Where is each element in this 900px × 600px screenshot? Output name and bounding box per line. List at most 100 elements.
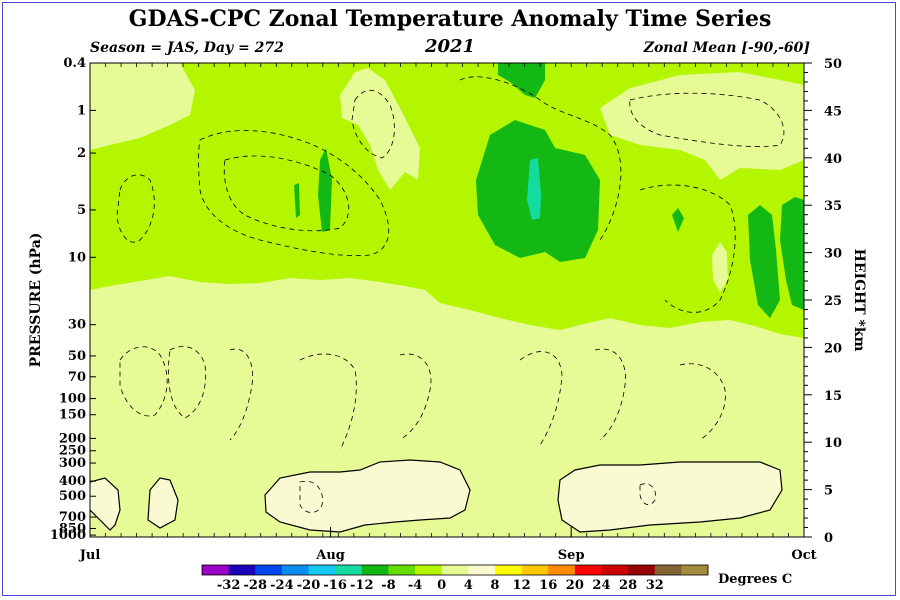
colorbar-tick-label: 24 [592, 578, 610, 593]
pressure-tick-label: 2 [77, 146, 86, 161]
fill-tropo-aug [265, 460, 470, 532]
fill-patch-sep-10 [712, 242, 728, 292]
dashed-contour [519, 351, 563, 446]
dashed-contour [399, 353, 432, 441]
colorbar-swatch [202, 565, 230, 575]
height-tick-label: 5 [824, 484, 833, 499]
colorbar-swatch [574, 565, 602, 575]
pressure-tick-label: 0.4 [63, 56, 86, 71]
time-tick-label: Oct [791, 548, 816, 563]
dashed-contour [229, 348, 253, 441]
colorbar-tick-label: -32 [217, 578, 241, 593]
fill-top-right-light [600, 72, 804, 180]
colorbar-swatch [468, 565, 496, 575]
height-tick-label: 35 [824, 199, 842, 214]
pressure-tick-label: 50 [68, 349, 86, 364]
colorbar-tick-label: 16 [539, 578, 557, 593]
colorbar-label: Degrees C [718, 572, 792, 587]
pressure-tick-label: 100 [59, 392, 86, 407]
dashed-contour [639, 483, 657, 505]
pressure-tick-label: 300 [59, 456, 86, 471]
colorbar-swatch [415, 565, 443, 575]
fill-core-midsep [672, 208, 684, 232]
colorbar-swatch [494, 565, 523, 575]
height-tick-label: 25 [824, 294, 842, 309]
height-tick-label: 40 [824, 152, 842, 167]
pressure-axis-title: PRESSURE (hPa) [28, 233, 44, 368]
colorbar-tick-label: 20 [566, 578, 584, 593]
height-tick-label: 15 [824, 389, 842, 404]
colorbar-swatch [681, 565, 709, 575]
colorbar-tick-label: 12 [513, 578, 531, 593]
colorbar-tick-label: -20 [297, 578, 321, 593]
height-tick-label: 45 [824, 104, 842, 119]
fill-core-sep-deep [527, 158, 541, 220]
colorbar-tick-label: -28 [244, 578, 268, 593]
dashed-contour [351, 90, 395, 159]
colorbar-tick-label: -8 [381, 578, 395, 593]
colorbar-swatch [654, 565, 682, 575]
dashed-contour [116, 174, 155, 243]
zero-contours [90, 459, 783, 533]
time-tick-label: Aug [315, 548, 345, 563]
colorbar-swatch [255, 565, 283, 575]
fill-tropo-jul-b [148, 478, 178, 528]
height-tick-label: 20 [824, 341, 842, 356]
chart-title: GDAS-CPC Zonal Temperature Anomaly Time … [128, 6, 772, 32]
subtitle-year: 2021 [424, 36, 476, 57]
fill-top-aug-light [340, 68, 420, 190]
colorbar-tick-label: -24 [270, 578, 294, 593]
colorbar-tick-label: 8 [490, 578, 499, 593]
time-tick-label: Sep [558, 548, 585, 563]
colorbar-tick-label: -12 [350, 578, 374, 593]
colorbar-tick-label: 28 [619, 578, 637, 593]
height-tick-label: 10 [824, 436, 842, 451]
colorbar-swatch [521, 565, 549, 575]
subtitle-zonal-mean: Zonal Mean [-90,-60] [643, 40, 810, 56]
pressure-tick-label: 150 [59, 408, 86, 423]
colorbar-tick-label: 4 [464, 578, 473, 593]
colorbar-swatch [388, 565, 416, 575]
dashed-contour [594, 348, 626, 441]
subtitle-season: Season = JAS, Day = 272 [90, 40, 284, 56]
dashed-contour [223, 155, 349, 232]
fill-streak-jul-b [318, 148, 332, 232]
colorbar-swatch [308, 565, 336, 575]
fill-top-left-light [90, 63, 195, 150]
zero-contour-jul-a [90, 477, 121, 531]
pressure-tick-label: 70 [68, 370, 86, 385]
dashed-contour [119, 346, 168, 417]
dashed-contour [679, 363, 726, 441]
pressure-tick-label: 700 [59, 510, 86, 525]
pressure-tick-label: 850 [59, 521, 86, 536]
colorbar-swatch [441, 565, 469, 575]
colorbar-frame [201, 564, 709, 576]
fill-tropo-sep [558, 462, 782, 532]
height-tick-label: 0 [824, 531, 833, 546]
colorbar-swatch [281, 565, 310, 575]
colorbar-tick-label: 0 [437, 578, 446, 593]
colorbar-tick-label: 32 [646, 578, 664, 593]
colorbar: -32 -28 -24 -20 -16 -12 -8 -4 0 4 8 12 16 20 24 28 32 [201, 564, 709, 593]
fill-streak-jul-a [294, 183, 300, 218]
pressure-tick-label: 1 [77, 103, 86, 118]
dashed-contours [116, 76, 785, 513]
dashed-contour [299, 480, 323, 513]
colorbar-swatch [361, 565, 389, 575]
pressure-tick-label: 10 [68, 250, 86, 265]
dashed-contour [299, 353, 357, 451]
height-axis-title: HEIGHT *km [851, 249, 867, 352]
fill-core-right-b [780, 197, 804, 310]
pressure-tick-label: 5 [77, 203, 86, 218]
pressure-tick-label: 30 [68, 318, 86, 333]
pressure-tick-label: 500 [59, 489, 86, 504]
zero-contour-sep [557, 461, 783, 533]
pressure-tick-label: 250 [59, 444, 86, 459]
dashed-contour [459, 76, 622, 241]
time-axis: Jul Aug Sep Oct [79, 63, 817, 563]
contour-fills [90, 63, 804, 537]
height-tick-label: 30 [824, 247, 842, 262]
colorbar-swatch [628, 565, 656, 575]
